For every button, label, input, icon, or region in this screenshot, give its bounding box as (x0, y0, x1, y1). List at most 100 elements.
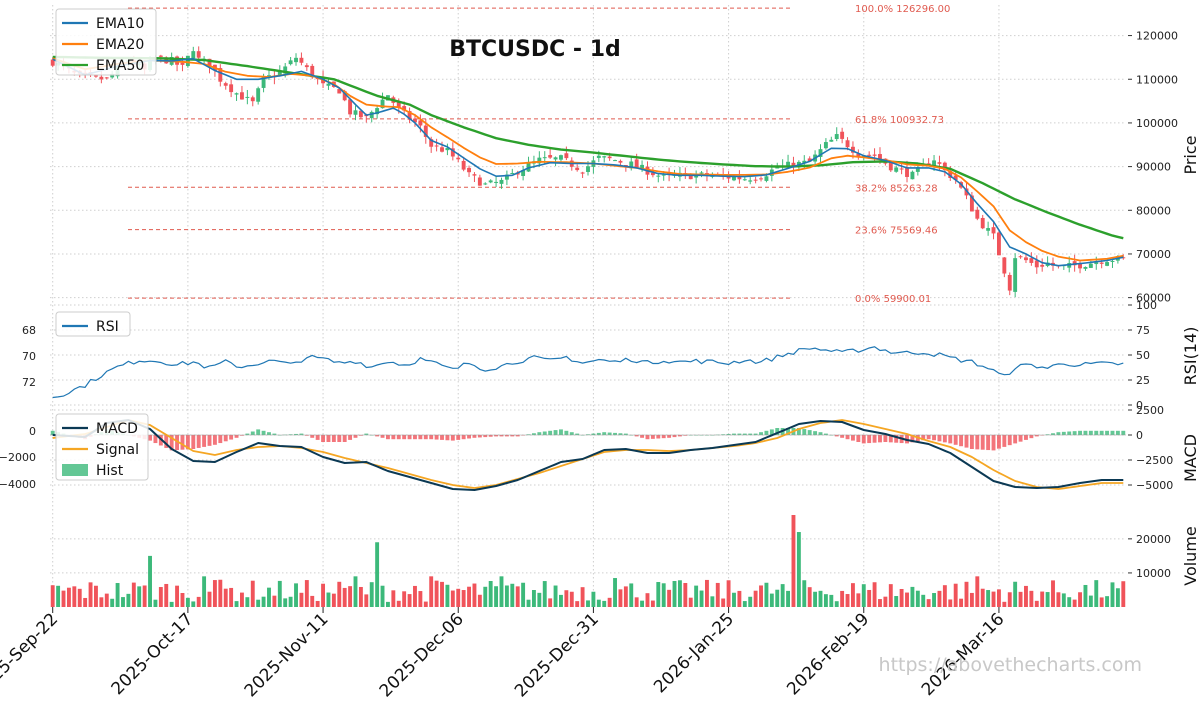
macd-hist-bar (769, 429, 774, 435)
rsi-line (52, 346, 1124, 399)
macd-hist-bar (50, 430, 55, 435)
volume-bar (791, 515, 796, 607)
candle-down (1002, 257, 1007, 274)
fib-label: 61.8% 100932.73 (855, 115, 944, 126)
chart-title: BTCUSDC - 1d (449, 37, 621, 62)
macd-hist-bar (753, 433, 758, 435)
candle-down (964, 188, 969, 196)
volume-bar (715, 582, 720, 607)
macd-hist-bar (315, 435, 320, 440)
volume-bar (158, 587, 163, 607)
macd-hist-bar (775, 428, 780, 435)
candle-up (1083, 266, 1088, 269)
candle-down (942, 162, 947, 171)
macd-hist-bar (942, 435, 947, 443)
volume-bar (148, 555, 152, 607)
candle-up (369, 111, 374, 119)
volume-bar (294, 583, 298, 607)
volume-bar (196, 596, 201, 607)
volume-bar (921, 594, 926, 607)
candle-up (602, 156, 607, 158)
macd-hist-bar (883, 435, 888, 442)
macd-hist-bar (796, 428, 801, 435)
volume-bar (780, 584, 785, 607)
volume-tick-label: 10000 (1136, 567, 1171, 580)
candle-down (413, 118, 417, 123)
macd-hist-bar (267, 432, 271, 435)
candle-down (575, 167, 580, 171)
volume-bar (131, 582, 136, 607)
macd-hist-bar (418, 435, 423, 440)
macd-hist-bar (504, 435, 509, 437)
fib-label: 23.6% 75569.46 (855, 226, 938, 237)
volume-bar (250, 580, 255, 607)
volume-bar (748, 596, 753, 607)
candle-up (629, 161, 634, 169)
macd-hist-bar (191, 435, 196, 449)
macd-hist-bar (423, 435, 428, 440)
volume-bar (56, 585, 61, 607)
macd-legend-box (55, 413, 149, 481)
volume-bar (986, 590, 991, 607)
macd-hist-bar (483, 435, 488, 438)
macd-hist-bar (991, 435, 996, 451)
macd-hist-bar (959, 435, 964, 447)
axis-label-volume: Volume (1181, 526, 1200, 586)
macd-hist-bar (456, 435, 461, 440)
macd-hist-bar (510, 435, 515, 437)
price-tick-label: 80000 (1136, 204, 1171, 217)
volume-bar (180, 593, 185, 607)
volume-bar (261, 596, 266, 607)
candle-up (910, 171, 915, 180)
volume-bar (596, 599, 601, 607)
volume-bar (277, 580, 282, 607)
volume-bar (358, 586, 363, 607)
candle-down (456, 157, 461, 160)
volume-bar (553, 585, 558, 607)
volume-bar (164, 583, 169, 607)
volume-bar (1018, 591, 1023, 607)
macd-hist-bar (996, 435, 1001, 449)
candle-up (261, 76, 266, 88)
volume-bar (850, 583, 855, 607)
volume-bar (996, 589, 1001, 607)
volume-bar (542, 581, 547, 607)
candle-down (650, 172, 655, 176)
candle-down (953, 175, 958, 180)
macd-hist-bar (672, 435, 677, 438)
candle-up (661, 174, 666, 176)
volume-bar (623, 586, 628, 607)
candle-up (613, 160, 617, 162)
legend-label: RSI (96, 319, 119, 335)
macd-hist-bar (385, 435, 390, 440)
volume-bar (283, 598, 288, 607)
candle-up (488, 180, 493, 183)
volume-bar (1013, 581, 1018, 607)
macd-hist-bar (294, 433, 298, 435)
volume-bar (526, 599, 531, 607)
price-legend: EMA10 EMA20 EMA50 (55, 8, 157, 76)
candle-up (1013, 258, 1018, 292)
price-tick-label: 110000 (1136, 73, 1178, 86)
candle-up (445, 148, 450, 151)
volume-bar (769, 593, 774, 607)
candle-down (991, 227, 996, 234)
price-legend-box (55, 8, 157, 76)
price-tick-label: 60000 (1136, 292, 1171, 305)
candle-up (818, 149, 823, 157)
volume-bar (488, 581, 493, 607)
volume-bar (672, 580, 677, 607)
macd-hist-bar (732, 433, 736, 435)
volume-bar (1061, 593, 1066, 607)
macd-hist-bar (813, 431, 818, 435)
volume-bar (142, 585, 147, 607)
candle-down (969, 195, 974, 212)
candle-down (472, 174, 477, 176)
volume-bar (267, 587, 271, 607)
macd-hist-bar (429, 435, 434, 440)
macd-hist-bar (1051, 433, 1055, 435)
candle-down (980, 217, 985, 229)
candle-up (375, 108, 380, 115)
candle-up (694, 174, 699, 178)
